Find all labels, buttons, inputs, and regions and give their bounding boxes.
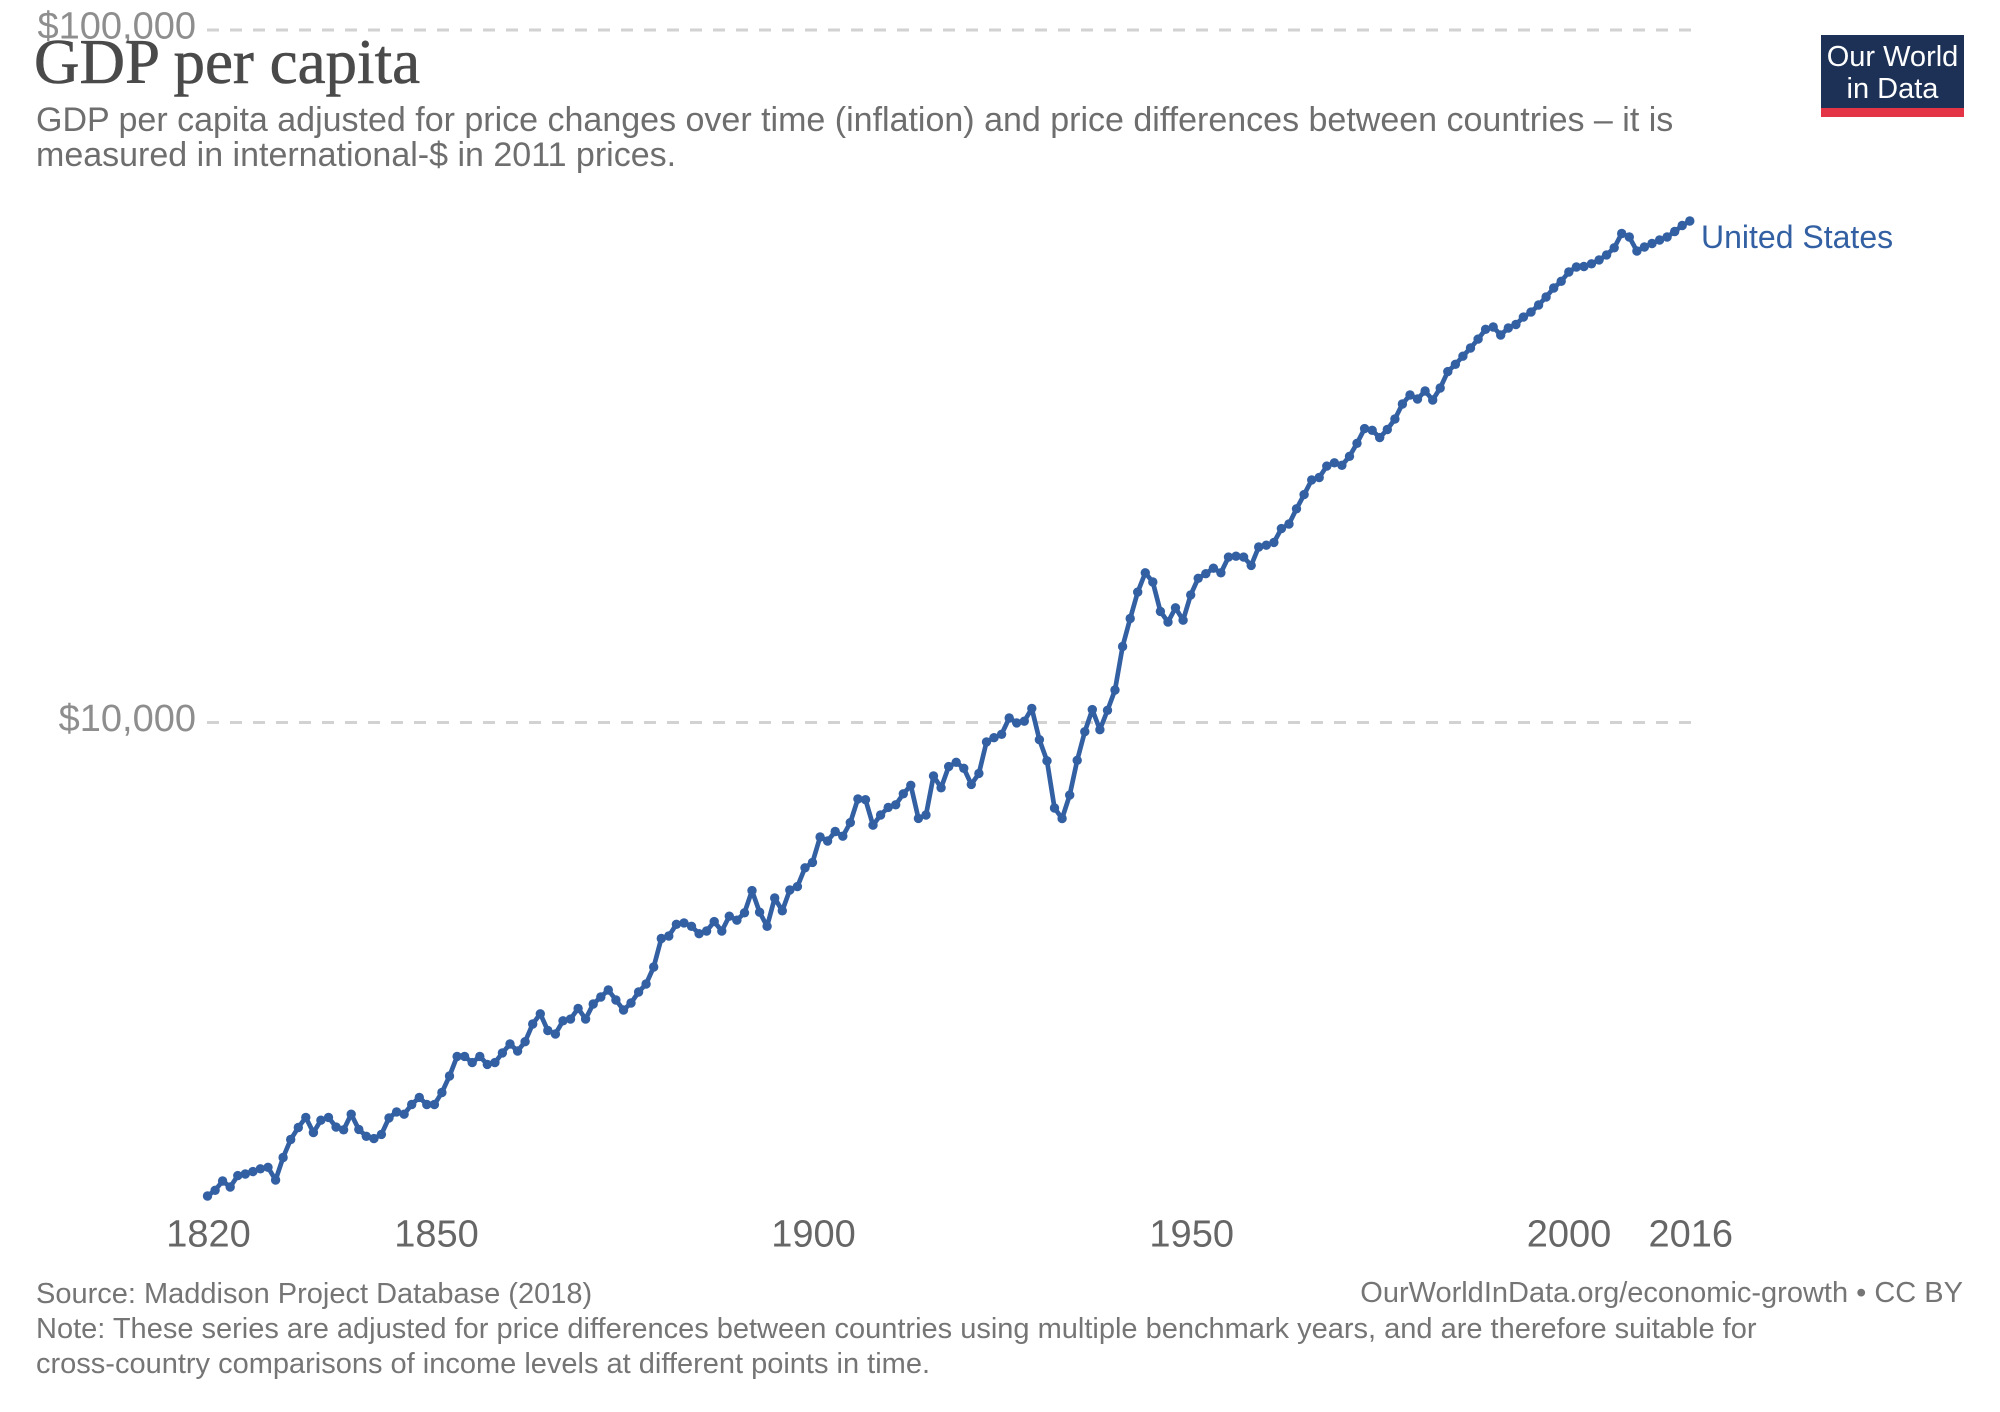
- svg-text:$10,000: $10,000: [59, 698, 196, 740]
- svg-text:1850: 1850: [394, 1214, 479, 1256]
- svg-text:2016: 2016: [1649, 1214, 1734, 1256]
- svg-text:1900: 1900: [771, 1214, 856, 1256]
- svg-text:2000: 2000: [1527, 1214, 1612, 1256]
- svg-text:1950: 1950: [1149, 1214, 1234, 1256]
- svg-text:United States: United States: [1701, 219, 1893, 255]
- svg-text:1820: 1820: [166, 1214, 251, 1256]
- svg-text:$100,000: $100,000: [38, 6, 197, 48]
